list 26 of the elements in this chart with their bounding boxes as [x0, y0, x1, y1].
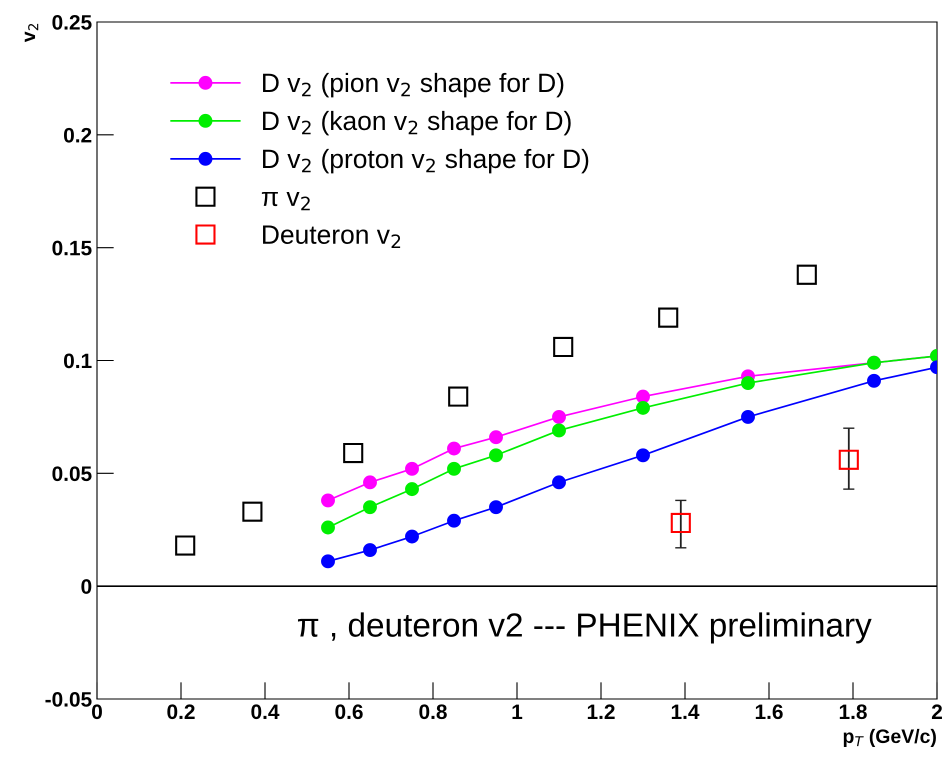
y-tick-label: 0.1	[64, 354, 92, 368]
x-tick-label: 0	[92, 704, 102, 720]
x-tick-label: 1.8	[840, 704, 867, 720]
x-tick-label: 1.2	[588, 704, 615, 719]
y-tick-label: 0.25	[52, 15, 92, 30]
x-tick-label: 0.4	[251, 704, 280, 720]
y-axis-title: v$_{2}$	[24, 24, 38, 42]
x-axis-title: p$_{T}$ (GeV/c)	[844, 728, 936, 747]
legend-label: D v$_{2}$ (proton v$_{2}$ shape for D)	[263, 148, 588, 174]
x-tick-label: 0.8	[419, 704, 447, 720]
annotation: π , deuteron v2 --- PHENIX preliminary	[298, 612, 872, 644]
x-tick-label: 1.4	[672, 704, 700, 719]
y-tick-label: 0.2	[64, 128, 92, 143]
x-tick-label: 1.6	[756, 704, 783, 720]
x-tick-label: 1	[512, 704, 522, 719]
legend-label: D v$_{2}$ (pion v$_{2}$ shape for D)	[263, 72, 564, 98]
y-tick-label: 0.15	[52, 240, 92, 256]
x-tick-label: 0.2	[167, 704, 195, 720]
legend-label: Deuteron v$_{2}$	[263, 226, 400, 248]
y-tick-label: 0	[81, 579, 92, 594]
y-tick-label: 0.05	[52, 466, 92, 482]
legend-label: π v$_{2}$	[262, 192, 310, 210]
legend-label: D v$_{2}$ (kaon v$_{2}$ shape for D)	[263, 110, 571, 136]
y-tick-label: -0.05	[45, 692, 92, 707]
x-tick-label: 0.6	[335, 704, 363, 720]
x-tick-label: 2	[932, 704, 942, 719]
